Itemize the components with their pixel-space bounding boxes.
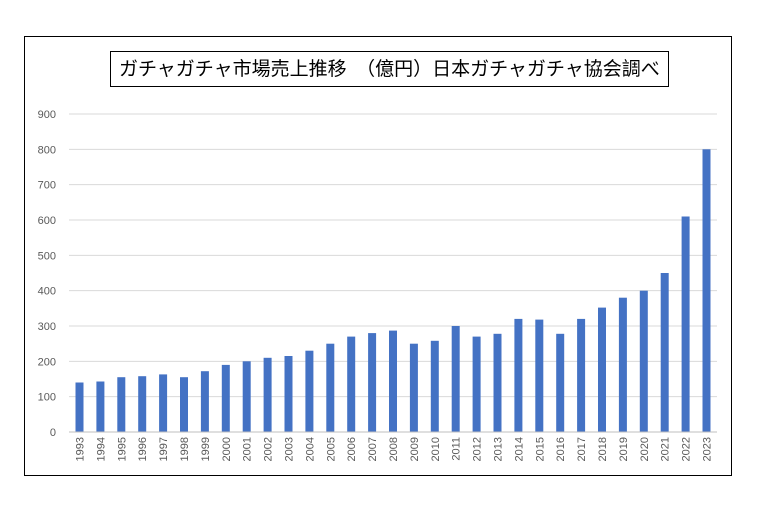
x-tick-label: 2022 xyxy=(681,437,693,461)
bar-2001 xyxy=(242,361,251,432)
x-tick-label: 1998 xyxy=(179,437,191,461)
x-tick-label: 2007 xyxy=(367,437,379,461)
x-tick-label: 2002 xyxy=(263,437,275,461)
bar-2010 xyxy=(430,340,439,432)
bar-1998 xyxy=(180,377,188,432)
x-tick-label: 2023 xyxy=(702,437,714,461)
bar-2004 xyxy=(305,350,314,432)
x-tick-label: 1999 xyxy=(200,437,212,461)
x-tick-label: 2020 xyxy=(639,437,651,461)
x-tick-label: 1995 xyxy=(116,437,128,461)
x-tick-label: 2010 xyxy=(430,437,442,461)
gridlines xyxy=(69,113,717,398)
x-tick-label: 2009 xyxy=(409,437,421,461)
y-tick-label: 700 xyxy=(38,180,56,192)
x-tick-label: 1993 xyxy=(74,437,86,461)
x-tick-label: 2015 xyxy=(534,437,546,461)
y-tick-label: 800 xyxy=(38,144,56,156)
y-tick-label: 100 xyxy=(38,392,56,404)
bar-2011 xyxy=(451,326,460,432)
x-tick-label: 2011 xyxy=(451,437,463,461)
bar-2016 xyxy=(556,333,565,432)
x-tick-label: 2003 xyxy=(283,437,295,461)
y-tick-label: 300 xyxy=(38,321,56,333)
bar-2017 xyxy=(577,318,586,432)
bar-1994 xyxy=(96,381,105,432)
y-tick-label: 0 xyxy=(50,427,56,439)
chart-title: ガチャガチャ市場売上推移 （億円）日本ガチャガチャ協会調べ xyxy=(110,51,669,87)
bar-2013 xyxy=(493,333,502,432)
bar-2000 xyxy=(221,364,230,432)
bar-2008 xyxy=(389,330,397,432)
bar-2012 xyxy=(472,336,481,432)
bar-2007 xyxy=(368,333,377,432)
bar-1997 xyxy=(159,374,168,432)
bar-2019 xyxy=(618,297,627,432)
bar-2005 xyxy=(326,343,335,432)
bar-2018 xyxy=(598,307,606,432)
x-tick-label: 2005 xyxy=(325,437,337,461)
bar-2023 xyxy=(702,149,711,433)
bar-2009 xyxy=(409,343,418,432)
y-tick-label: 200 xyxy=(38,356,56,368)
x-tick-label: 2000 xyxy=(221,437,233,461)
bar-2020 xyxy=(639,290,648,432)
bar-1995 xyxy=(117,377,126,432)
x-tick-label: 2016 xyxy=(555,437,567,461)
bar-1996 xyxy=(138,376,147,432)
bar-2015 xyxy=(535,319,544,432)
x-tick-label: 2004 xyxy=(304,437,316,461)
x-tick-label: 2019 xyxy=(618,437,630,461)
x-tick-label: 1997 xyxy=(158,437,170,461)
y-tick-label: 400 xyxy=(38,286,56,298)
x-tick-label: 2018 xyxy=(597,437,609,461)
bar-2022 xyxy=(681,216,690,432)
x-tick-label: 1994 xyxy=(95,437,107,461)
bars xyxy=(75,149,711,433)
bar-2003 xyxy=(284,356,293,432)
x-tick-label: 2008 xyxy=(388,437,400,461)
y-tick-label: 900 xyxy=(38,109,56,121)
bar-2014 xyxy=(514,318,523,432)
x-tick-label: 2012 xyxy=(472,437,484,461)
x-axis-ticks: 1993 1994 1995 1996 1997 1998 1999 2000 2001 2002… xyxy=(74,437,713,461)
bar-2002 xyxy=(263,357,272,432)
x-tick-label: 2006 xyxy=(346,437,358,461)
x-tick-label: 2001 xyxy=(242,437,254,461)
bar-2006 xyxy=(347,336,356,432)
x-tick-label: 2013 xyxy=(493,437,505,461)
bar-1999 xyxy=(200,371,209,432)
y-tick-label: 500 xyxy=(38,250,56,262)
x-tick-label: 2021 xyxy=(660,437,672,461)
x-tick-label: 2017 xyxy=(576,437,588,461)
y-axis-ticks: 0 100 200 300 400 500 600 700 800 900 xyxy=(38,109,56,439)
bar-2021 xyxy=(660,273,669,432)
x-tick-label: 2014 xyxy=(513,437,525,461)
y-tick-label: 600 xyxy=(38,215,56,227)
x-tick-label: 1996 xyxy=(137,437,149,461)
bar-1993 xyxy=(75,382,84,432)
